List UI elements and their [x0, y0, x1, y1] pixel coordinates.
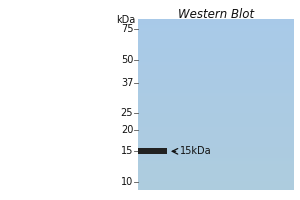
Bar [138, 53, 294, 57]
Bar [138, 104, 294, 108]
Bar [138, 19, 294, 23]
Bar [138, 68, 294, 71]
Bar [138, 99, 294, 102]
Bar [138, 45, 294, 48]
Text: 75: 75 [121, 24, 133, 34]
Text: Western Blot: Western Blot [178, 8, 254, 21]
Bar [138, 172, 294, 176]
Bar [138, 76, 294, 79]
Bar [138, 34, 294, 37]
Bar [138, 42, 294, 46]
Bar [138, 138, 294, 142]
Bar [138, 59, 294, 63]
Bar [138, 62, 294, 65]
Bar [138, 127, 294, 130]
Bar [138, 181, 294, 184]
Bar [138, 93, 294, 97]
Bar [138, 170, 294, 173]
Bar [138, 73, 294, 77]
Bar [138, 22, 294, 26]
Bar [138, 184, 294, 187]
Text: 10: 10 [121, 177, 133, 187]
Text: 20: 20 [121, 125, 133, 135]
Text: kDa: kDa [116, 15, 135, 25]
Bar [138, 124, 294, 128]
Bar [138, 82, 294, 85]
Bar [138, 161, 294, 164]
Bar [138, 102, 294, 105]
Text: 15kDa: 15kDa [180, 146, 212, 156]
Bar [138, 167, 294, 170]
Bar [138, 116, 294, 119]
Bar [138, 133, 294, 136]
Bar [138, 31, 294, 34]
Bar [138, 90, 294, 94]
Bar [138, 56, 294, 60]
Bar [138, 39, 294, 43]
Bar [138, 28, 294, 31]
Bar [138, 158, 294, 162]
Bar [138, 136, 294, 139]
Bar [138, 25, 294, 28]
Bar [138, 187, 294, 190]
Bar [138, 51, 294, 54]
Bar [138, 153, 294, 156]
Bar [138, 36, 294, 40]
Bar [138, 79, 294, 82]
Bar [138, 65, 294, 68]
Bar [138, 113, 294, 116]
Bar [138, 87, 294, 91]
Bar [138, 70, 294, 74]
Bar [138, 175, 294, 179]
Bar [138, 147, 294, 150]
Bar [138, 178, 294, 182]
Text: 50: 50 [121, 55, 133, 65]
Bar [138, 150, 294, 153]
Text: 25: 25 [121, 108, 133, 118]
Text: 37: 37 [121, 78, 133, 88]
Bar [138, 107, 294, 111]
Bar [138, 130, 294, 133]
Bar [138, 148, 166, 154]
Bar [138, 110, 294, 113]
Bar [138, 96, 294, 99]
Bar [138, 48, 294, 51]
Bar [138, 141, 294, 145]
Bar [138, 144, 294, 147]
Bar [138, 155, 294, 159]
Bar [138, 164, 294, 167]
Bar [138, 85, 294, 88]
Bar [138, 119, 294, 122]
Text: 15: 15 [121, 146, 133, 156]
Bar [138, 121, 294, 125]
